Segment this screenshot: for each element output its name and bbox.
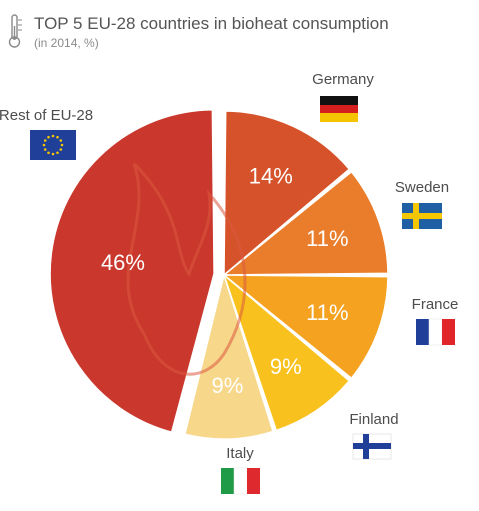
eu-star-icon bbox=[51, 134, 55, 138]
category-label-germany: Germany bbox=[312, 71, 374, 88]
pie-slice-finland bbox=[222, 272, 351, 432]
flame-decoration-icon bbox=[126, 162, 247, 376]
sweden-flag-icon bbox=[402, 203, 442, 229]
pie-slice-sweden bbox=[221, 170, 389, 276]
italy-flag-icon bbox=[221, 467, 260, 495]
eu-star-icon bbox=[60, 143, 64, 147]
category-label-finland: Finland bbox=[349, 411, 398, 428]
pie-slice-italy bbox=[183, 272, 274, 440]
eu-star-icon bbox=[56, 151, 59, 155]
eu-star-icon bbox=[47, 135, 50, 139]
value-label-france: 11% bbox=[306, 300, 348, 325]
category-label-italy: Italy bbox=[226, 445, 254, 462]
chart-title: TOP 5 EU-28 countries in bioheat consump… bbox=[34, 14, 389, 33]
pie-slice-germany bbox=[223, 110, 351, 277]
category-label-france: France bbox=[412, 296, 459, 313]
finland-flag-icon bbox=[352, 433, 392, 460]
value-label-finland: 9% bbox=[270, 354, 302, 379]
eu-star-icon bbox=[56, 135, 59, 139]
eu-flag-icon bbox=[30, 130, 76, 160]
eu-star-icon bbox=[59, 139, 63, 142]
value-label-rest-of-eu-28: 46% bbox=[101, 250, 145, 275]
eu-star-icon bbox=[59, 148, 63, 151]
pie-slice-france bbox=[221, 274, 389, 380]
chart-subtitle: (in 2014, %) bbox=[34, 36, 99, 50]
value-label-sweden: 11% bbox=[306, 226, 348, 251]
eu-star-icon bbox=[43, 139, 47, 142]
value-label-italy: 9% bbox=[212, 373, 244, 398]
thermometer-icon bbox=[8, 14, 22, 48]
eu-star-icon bbox=[47, 151, 50, 155]
germany-flag-icon bbox=[320, 96, 358, 122]
eu-star-icon bbox=[51, 152, 55, 156]
france-flag-icon bbox=[416, 318, 455, 346]
value-label-germany: 14% bbox=[249, 164, 293, 189]
category-label-rest-of-eu: Rest of EU-28 bbox=[0, 107, 93, 124]
eu-star-icon bbox=[42, 143, 46, 147]
category-label-sweden: Sweden bbox=[395, 179, 449, 196]
eu-star-icon bbox=[43, 148, 47, 151]
pie-slice-rest-of-eu-28 bbox=[49, 108, 215, 434]
